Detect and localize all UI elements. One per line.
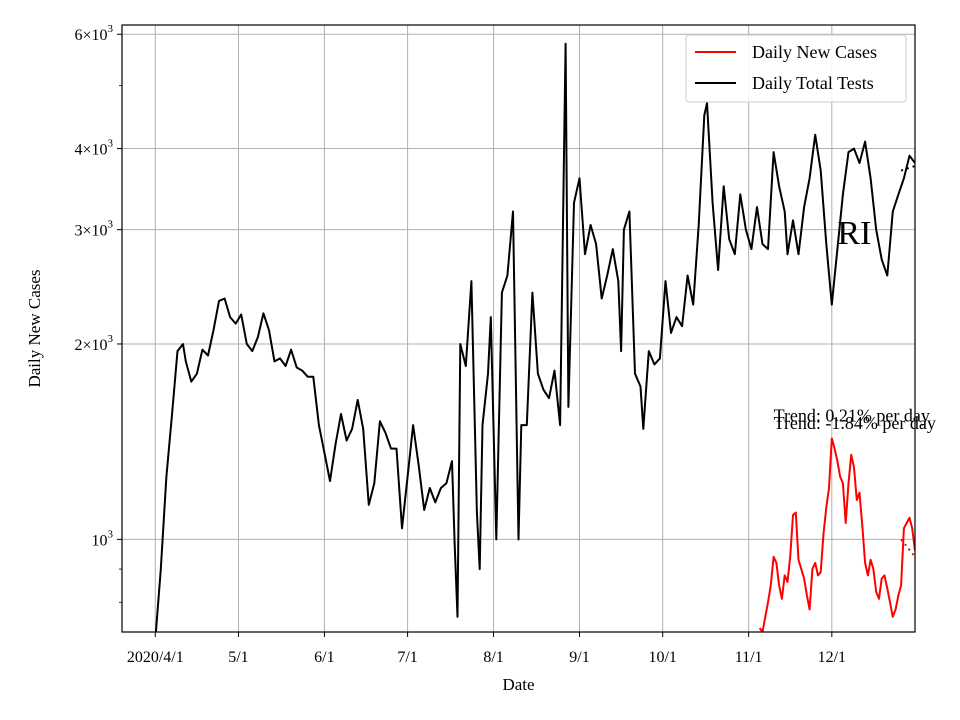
- legend-box: [685, 34, 907, 103]
- legend-label: Daily New Cases: [752, 42, 877, 62]
- legend-label: Daily Total Tests: [752, 73, 874, 93]
- x-axis-label: Date: [502, 675, 534, 694]
- y-tick-label: 2×103: [74, 333, 113, 354]
- trend-annotation: Trend: -1.84% per day: [774, 413, 936, 433]
- y-tick-exponent: 3: [108, 528, 114, 540]
- y-tick-label: 6×103: [74, 23, 113, 44]
- state-label: RI: [837, 215, 871, 252]
- x-tick-label: 10/1: [648, 649, 676, 666]
- y-axis-label: Daily New Cases: [25, 269, 44, 387]
- x-tick-label: 8/1: [483, 649, 503, 666]
- trend-annotation: Trend: 0.21% per day: [774, 405, 930, 425]
- trend-line: [900, 538, 915, 558]
- y-tick-exponent: 3: [108, 333, 114, 345]
- x-tick-label: 5/1: [228, 649, 248, 666]
- y-tick-base: 10: [92, 532, 108, 549]
- series-layer: [154, 42, 915, 632]
- x-tick-label: 6/1: [314, 649, 334, 666]
- y-tick-label: 4×103: [74, 138, 113, 159]
- y-tick-base: 2×10: [74, 337, 107, 354]
- x-tick-label: 7/1: [397, 649, 417, 666]
- series-line-daily-total-tests: [154, 42, 915, 632]
- y-tick-base: 3×10: [74, 223, 107, 240]
- x-tick-label: 11/1: [735, 649, 763, 666]
- legend: Daily New Cases Daily Total Tests: [685, 34, 907, 103]
- y-tick-exponent: 3: [108, 219, 114, 231]
- trend-line: [900, 165, 915, 172]
- y-tick-base: 6×10: [74, 27, 107, 44]
- plot-frame: [121, 24, 916, 633]
- x-tick-label: 12/1: [818, 649, 846, 666]
- y-tick-label: 103: [92, 528, 114, 549]
- x-tick-label: 9/1: [569, 649, 589, 666]
- y-tick-exponent: 3: [108, 138, 114, 150]
- series-line-daily-new-cases: [758, 437, 915, 632]
- y-tick-label: 3×103: [74, 219, 113, 240]
- y-tick-base: 4×10: [74, 142, 107, 159]
- y-tick-exponent: 3: [108, 23, 114, 35]
- x-tick-label: 2020/4/1: [127, 649, 184, 666]
- axis-layer: 2020/4/1 5/1 6/1 7/1 8/1 9/1 10/1 11/1 12/11032×…: [74, 23, 846, 666]
